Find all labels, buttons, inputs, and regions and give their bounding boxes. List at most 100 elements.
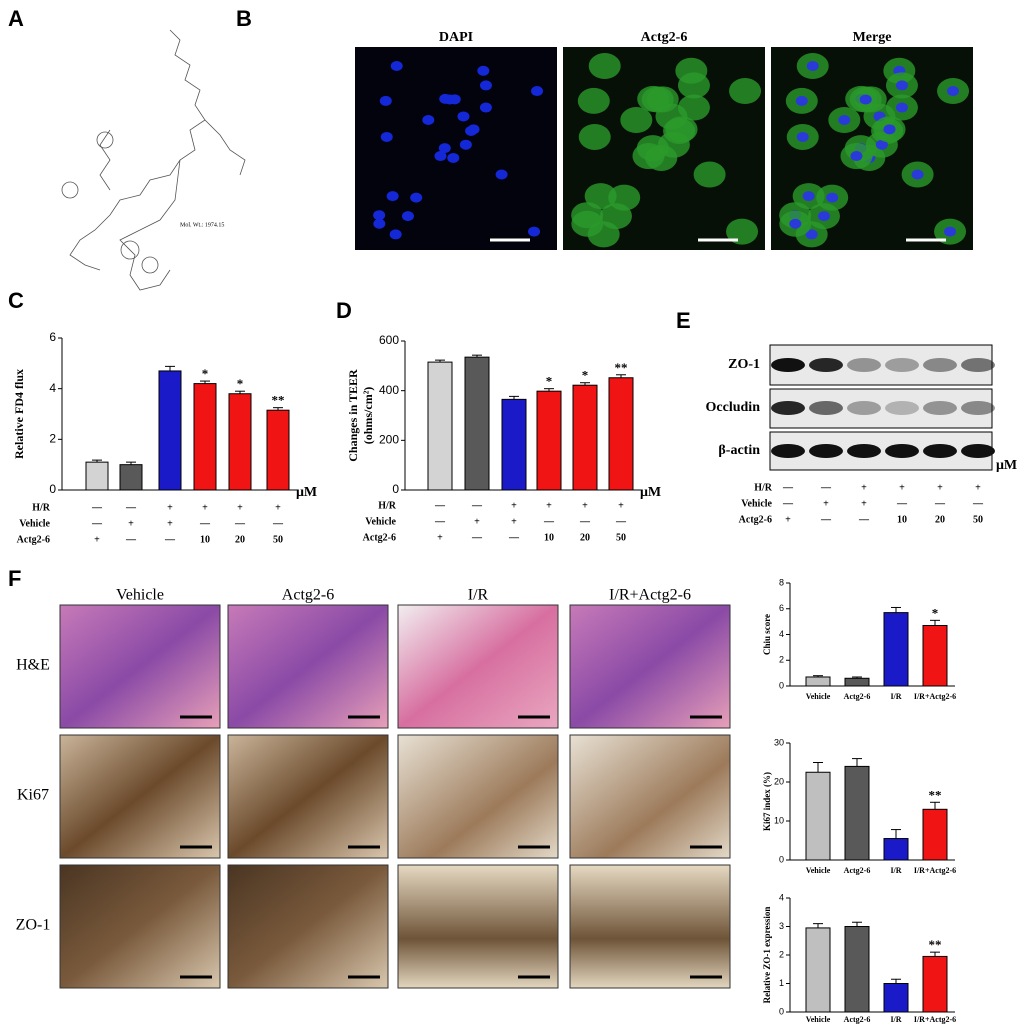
cell [599,203,632,230]
chemical-structure [61,29,246,291]
y-tick-label: 2 [49,432,56,446]
band-label: Occludin [706,400,761,415]
western-blot [769,344,995,471]
micrograph [59,734,221,859]
nucleus [373,218,386,229]
nucleus [817,211,830,222]
bar [844,677,870,687]
condition-label: Actg2-6 [363,532,396,543]
condition-value: — [858,514,870,525]
condition-value: + [474,516,480,527]
error-bar [852,676,862,679]
blot-box [769,388,993,429]
significance: ** [929,937,942,952]
condition-value: 50 [273,534,283,545]
y-axis-label: Relative ZO-1 expression [762,907,772,1004]
error-bar [235,390,245,394]
error-bar [930,951,940,957]
panel-label: B [236,6,252,31]
bar [883,838,909,861]
y-tick-label: 1 [779,978,784,988]
column-header: Vehicle [116,587,164,604]
condition-value: — [579,516,591,527]
x-tick-label: Vehicle [806,692,831,701]
column-header: I/R [468,587,489,604]
band [961,444,995,458]
condition-value: — [615,516,627,527]
nucleus [850,151,863,162]
condition-label: Vehicle [19,518,50,529]
row-header: H&E [16,657,50,674]
significance: * [202,366,209,381]
nucleus [531,86,544,97]
error-bar [435,359,445,363]
condition-value: + [975,482,981,493]
condition-value: + [437,532,443,543]
bar [266,409,290,491]
unit: μM [640,485,661,500]
bar [844,765,870,861]
nucleus [838,115,851,126]
significance: ** [272,393,285,408]
y-tick-label: 600 [379,333,399,347]
condition-value: 20 [235,534,245,545]
error-bar [273,407,283,411]
nucleus [373,210,386,221]
nucleus [875,139,888,150]
condition-value: — [820,514,832,525]
nucleus [883,124,896,135]
condition-value: + [511,516,517,527]
row-header: ZO-1 [16,917,51,934]
cell [677,72,710,99]
band [847,358,881,372]
condition-value: 50 [973,514,983,525]
error-bar [92,459,102,463]
nucleus [379,95,392,106]
mol-weight: Mol. Wt.: 1974.15 [180,222,224,228]
error-bar [930,619,940,626]
y-tick-label: 4 [49,381,56,395]
nucleus [528,226,541,237]
condition-value: — [199,518,211,529]
nucleus [895,102,908,113]
condition-value: 10 [544,532,554,543]
band [771,444,805,458]
y-axis-label: Chiu score [762,614,772,655]
bar [228,393,252,491]
cell [620,107,653,134]
micrograph [397,734,559,859]
band [771,401,805,415]
band [961,401,995,415]
nucleus [795,95,808,106]
condition-value: — [934,498,946,509]
nucleus [386,191,399,202]
condition-value: + [582,500,588,511]
y-tick-label: 6 [779,603,784,613]
panel-label: E [676,308,691,333]
condition-value: + [237,502,243,513]
micrographs [355,47,973,250]
nucleus [434,151,447,162]
bar [805,676,831,687]
row-header: Ki67 [17,787,49,804]
y-tick-label: 0 [49,482,56,496]
condition-value: — [508,532,520,543]
x-tick-label: I/R+Actg2-6 [914,866,956,875]
condition-label: Vehicle [741,498,772,509]
condition-value: — [125,534,137,545]
band [885,358,919,372]
x-tick-label: Vehicle [806,1015,831,1024]
band-label: β-actin [718,443,760,458]
nucleus [947,86,960,97]
x-tick-label: I/R+Actg2-6 [914,692,956,701]
bar [883,983,909,1013]
bar [883,612,909,687]
x-tick-label: I/R [890,866,901,875]
condition-value: + [618,500,624,511]
bar [464,356,490,491]
condition-value: + [202,502,208,513]
y-tick-label: 0 [779,854,784,864]
bar [427,361,453,491]
condition-value: 50 [616,532,626,543]
condition-value: — [91,502,103,513]
